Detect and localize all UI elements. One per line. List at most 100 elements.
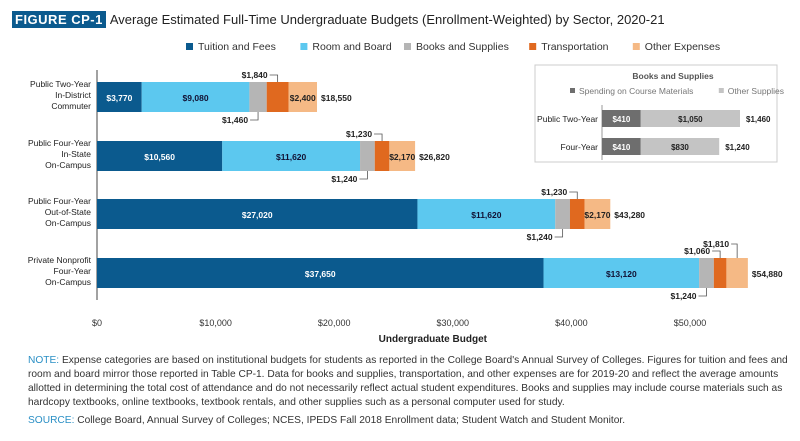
inset-legend-label: Other Supplies	[728, 86, 784, 96]
figure-label: FIGURE CP-1	[12, 11, 106, 28]
bar-segment	[266, 82, 289, 112]
bar-segment	[569, 199, 585, 229]
inset-value-label: $410	[612, 115, 630, 124]
total-label: $43,280	[614, 210, 645, 220]
bar-segment	[389, 141, 416, 171]
category-label: In-District	[55, 90, 92, 100]
value-label: $1,460	[222, 115, 248, 125]
category-label: Public Two-Year	[30, 79, 91, 89]
bar-segment	[584, 199, 611, 229]
bar-segment	[543, 258, 700, 288]
bar-segment	[555, 199, 570, 229]
value-label: $1,240	[331, 174, 357, 184]
category-label: Public Four-Year	[28, 138, 91, 148]
leader-line	[731, 243, 738, 258]
bar-segment	[699, 258, 714, 288]
value-label: $11,620	[276, 152, 307, 162]
total-label: $18,550	[321, 93, 352, 103]
value-label: $2,400	[290, 93, 316, 103]
x-tick-label: $10,000	[199, 318, 232, 328]
value-label: $2,170	[389, 152, 415, 162]
leader-line	[269, 74, 279, 82]
bar-segment	[360, 141, 375, 171]
bar-segment	[97, 82, 142, 112]
x-tick-label: $40,000	[555, 318, 588, 328]
leader-line	[698, 288, 707, 297]
legend-label: Transportation	[541, 41, 608, 53]
legend-swatch	[300, 43, 308, 50]
source-label: SOURCE:	[28, 415, 75, 426]
inset-bar-segment	[640, 138, 720, 155]
chart-title: FIGURE CP-1 Average Estimated Full-Time U…	[12, 11, 665, 28]
bar-segment	[726, 258, 748, 288]
x-axis-label: Undergraduate Budget	[379, 334, 488, 345]
value-label: $10,560	[144, 152, 175, 162]
leader-line	[569, 191, 578, 199]
value-label: $13,120	[606, 269, 637, 279]
chart: Tuition and Fees Room and Board Books and …	[28, 41, 784, 345]
bar-segment	[713, 258, 727, 288]
leader-line	[359, 171, 368, 180]
category-label: Commuter	[51, 101, 91, 111]
value-label: $1,840	[242, 70, 268, 80]
category-label: Public Four-Year	[28, 196, 91, 206]
inset-value-label: $830	[671, 143, 689, 152]
bar-segment	[249, 82, 267, 112]
inset-legend-label: Spending on Course Materials	[579, 86, 693, 96]
legend-label: Room and Board	[312, 41, 392, 53]
bar-segment	[288, 82, 318, 112]
inset-legend-swatch	[570, 88, 575, 93]
bar-segment	[417, 199, 556, 229]
legend-label: Other Expenses	[645, 41, 720, 53]
value-label: $1,230	[541, 187, 567, 197]
bar-segment	[141, 82, 250, 112]
legend-swatch	[186, 43, 193, 50]
value-label: $1,240	[527, 232, 553, 242]
value-label: $1,810	[703, 239, 729, 249]
bar-segment	[97, 199, 418, 229]
value-label: $2,170	[584, 210, 610, 220]
bar-segment	[97, 258, 544, 288]
value-label: $1,230	[346, 129, 372, 139]
value-label: $11,620	[471, 210, 502, 220]
legend-label: Tuition and Fees	[198, 41, 276, 53]
note: NOTE: Expense categories are based on in…	[28, 354, 788, 410]
category-label: In-State	[61, 149, 91, 159]
category-label: On-Campus	[45, 218, 91, 228]
value-label: $37,650	[305, 269, 336, 279]
inset-bar-segment	[602, 110, 641, 127]
leader-line	[712, 250, 721, 258]
bar-segment	[222, 141, 361, 171]
category-label: Four-Year	[54, 266, 92, 276]
legend-swatch	[632, 43, 640, 50]
total-label: $54,880	[752, 269, 783, 279]
x-tick-label: $30,000	[437, 318, 470, 328]
inset-total-label: $1,460	[746, 115, 771, 124]
inset-title: Books and Supplies	[632, 71, 714, 81]
category-label: Private Nonprofit	[28, 255, 92, 265]
inset-legend-swatch	[718, 88, 724, 93]
legend-swatch	[529, 43, 537, 50]
x-tick-label: $20,000	[318, 318, 351, 328]
inset-bar-segment	[602, 138, 641, 155]
leader-line	[374, 133, 383, 141]
note-text: Expense categories are based on institut…	[28, 355, 788, 408]
value-label: $9,080	[183, 93, 209, 103]
value-label: $1,060	[684, 246, 710, 256]
source: SOURCE: College Board, Annual Survey of …	[28, 414, 788, 428]
note-label: NOTE:	[28, 355, 60, 366]
inset-value-label: $410	[612, 143, 630, 152]
value-label: $3,770	[106, 93, 132, 103]
inset-total-label: $1,240	[725, 143, 750, 152]
leader-line	[250, 112, 259, 121]
inset-category-label: Public Two-Year	[537, 114, 598, 124]
legend-label: Books and Supplies	[416, 41, 509, 53]
value-label: $1,240	[670, 291, 696, 301]
x-tick-label: $50,000	[674, 318, 707, 328]
notes: NOTE: Expense categories are based on in…	[28, 354, 788, 428]
inset-value-label: $1,050	[678, 115, 703, 124]
bar-segment	[374, 141, 390, 171]
legend-swatch	[404, 43, 411, 50]
source-text: College Board, Annual Survey of Colleges…	[77, 415, 626, 426]
inset-category-label: Four-Year	[561, 142, 599, 152]
